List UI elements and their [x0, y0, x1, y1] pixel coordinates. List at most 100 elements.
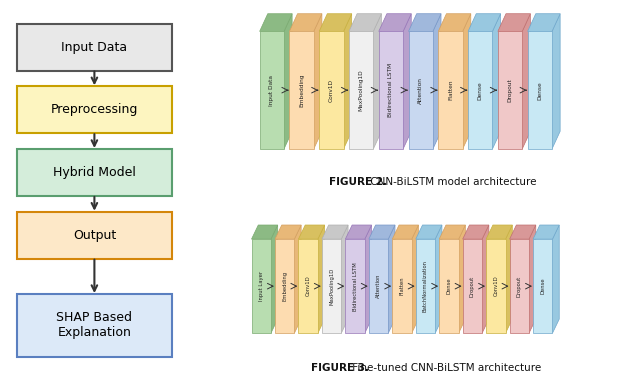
Polygon shape [438, 14, 471, 31]
Polygon shape [459, 225, 465, 333]
Bar [319, 31, 344, 149]
Polygon shape [433, 14, 441, 149]
Polygon shape [344, 14, 352, 149]
Bar [260, 31, 284, 149]
Text: Dropout: Dropout [517, 276, 522, 297]
Polygon shape [408, 14, 441, 31]
Polygon shape [416, 225, 442, 239]
Bar [275, 239, 294, 333]
Polygon shape [392, 225, 419, 239]
Bar [322, 239, 341, 333]
FancyBboxPatch shape [17, 294, 172, 357]
Text: Bidirectional LSTM: Bidirectional LSTM [353, 262, 358, 310]
Text: MaxPooling1D: MaxPooling1D [358, 69, 364, 111]
Text: Conv1D: Conv1D [493, 276, 499, 296]
Polygon shape [341, 225, 348, 333]
Text: SHAP Based
Explanation: SHAP Based Explanation [56, 311, 132, 339]
Polygon shape [298, 225, 324, 239]
Bar [527, 31, 552, 149]
Text: FIGURE 3.: FIGURE 3. [310, 363, 369, 373]
Polygon shape [439, 225, 465, 239]
Polygon shape [294, 225, 301, 333]
Text: Attention: Attention [376, 274, 381, 298]
Bar [439, 239, 459, 333]
Bar [416, 239, 435, 333]
Bar [349, 31, 373, 149]
Bar [379, 31, 403, 149]
Polygon shape [482, 225, 489, 333]
Polygon shape [522, 14, 531, 149]
Polygon shape [552, 14, 560, 149]
Polygon shape [527, 14, 560, 31]
Polygon shape [533, 225, 559, 239]
Text: Input Layer: Input Layer [259, 271, 264, 301]
Polygon shape [319, 14, 352, 31]
Polygon shape [468, 14, 500, 31]
Text: Dense: Dense [447, 278, 451, 294]
Polygon shape [252, 225, 278, 239]
Bar [498, 31, 522, 149]
FancyBboxPatch shape [17, 24, 172, 71]
Polygon shape [284, 14, 292, 149]
Text: CNN-BiLSTM model architecture: CNN-BiLSTM model architecture [367, 177, 536, 187]
Polygon shape [486, 225, 512, 239]
Text: Fine-tuned CNN-BiLSTM architecture: Fine-tuned CNN-BiLSTM architecture [349, 363, 541, 373]
Bar [289, 31, 314, 149]
Bar [408, 31, 433, 149]
Text: BatchNormalization: BatchNormalization [423, 260, 428, 312]
Text: Dense: Dense [478, 81, 483, 100]
Text: Input Data: Input Data [269, 74, 275, 106]
Text: Hybrid Model: Hybrid Model [53, 166, 136, 179]
Polygon shape [529, 225, 536, 333]
Text: Dense: Dense [538, 81, 542, 100]
Polygon shape [373, 14, 381, 149]
Text: Dense: Dense [540, 278, 545, 294]
Text: Input Data: Input Data [61, 40, 127, 54]
Polygon shape [412, 225, 419, 333]
Polygon shape [271, 225, 278, 333]
Polygon shape [463, 14, 471, 149]
Bar [468, 31, 492, 149]
Text: Dropout: Dropout [508, 78, 513, 102]
Bar [533, 239, 552, 333]
Polygon shape [260, 14, 292, 31]
Text: Bidirectional LSTM: Bidirectional LSTM [388, 63, 394, 117]
Polygon shape [492, 14, 500, 149]
Bar [486, 239, 506, 333]
Polygon shape [365, 225, 372, 333]
Polygon shape [289, 14, 322, 31]
Polygon shape [506, 225, 512, 333]
Text: Output: Output [73, 229, 116, 242]
FancyBboxPatch shape [17, 212, 172, 259]
FancyBboxPatch shape [17, 149, 172, 196]
Polygon shape [498, 14, 531, 31]
Text: Embedding: Embedding [299, 73, 304, 107]
Bar [298, 239, 318, 333]
Polygon shape [369, 225, 395, 239]
Text: Attention: Attention [418, 77, 423, 103]
Bar [463, 239, 482, 333]
Polygon shape [322, 225, 348, 239]
Polygon shape [346, 225, 372, 239]
Polygon shape [552, 225, 559, 333]
Polygon shape [388, 225, 395, 333]
Text: FIGURE 2.: FIGURE 2. [329, 177, 387, 187]
FancyBboxPatch shape [17, 86, 172, 133]
Polygon shape [509, 225, 536, 239]
Polygon shape [379, 14, 412, 31]
Polygon shape [403, 14, 412, 149]
Polygon shape [318, 225, 324, 333]
Bar [346, 239, 365, 333]
Text: Conv1D: Conv1D [329, 79, 334, 102]
Bar [392, 239, 412, 333]
Bar [252, 239, 271, 333]
Text: MaxPooling1D: MaxPooling1D [329, 267, 334, 305]
Polygon shape [349, 14, 381, 31]
Text: Conv1D: Conv1D [306, 276, 310, 296]
Polygon shape [435, 225, 442, 333]
Polygon shape [463, 225, 489, 239]
Bar [369, 239, 388, 333]
Text: Flatten: Flatten [399, 277, 404, 296]
Polygon shape [275, 225, 301, 239]
Text: Preprocessing: Preprocessing [51, 103, 138, 116]
